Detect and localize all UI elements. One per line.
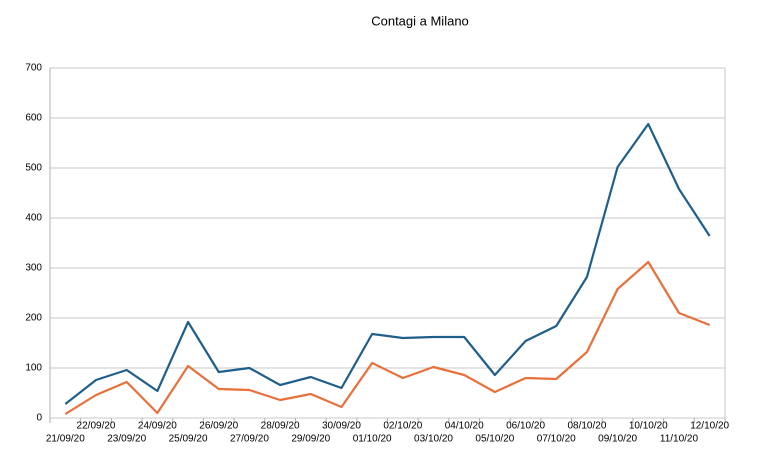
x-tick-label: 22/09/20 — [77, 421, 116, 432]
x-tick-label: 09/10/20 — [598, 434, 637, 445]
x-tick-label: 30/09/20 — [322, 421, 361, 432]
x-tick-label: 10/10/20 — [629, 421, 668, 432]
x-tick-label: 24/09/20 — [138, 421, 177, 432]
x-tick-label: 26/09/20 — [199, 421, 238, 432]
y-tick-label: 300 — [25, 263, 42, 274]
x-tick-label: 05/10/20 — [475, 434, 514, 445]
x-tick-label: 21/09/20 — [46, 434, 85, 445]
series-line — [64, 260, 711, 415]
x-tick-label: 23/09/20 — [107, 434, 146, 445]
y-tick-label: 700 — [25, 63, 42, 74]
x-tick-label: 06/10/20 — [506, 421, 545, 432]
x-tick-label: 11/10/20 — [660, 434, 699, 445]
x-tick-label: 01/10/20 — [353, 434, 392, 445]
x-tick-label: 25/09/20 — [169, 434, 208, 445]
x-tick-label: 03/10/20 — [414, 434, 453, 445]
y-tick-label: 100 — [25, 363, 42, 374]
y-tick-label: 0 — [36, 413, 42, 424]
y-tick-label: 400 — [25, 213, 42, 224]
x-tick-label: 04/10/20 — [445, 421, 484, 432]
x-tick-label: 12/10/20 — [690, 421, 729, 432]
x-tick-label: 02/10/20 — [383, 421, 422, 432]
x-tick-label: 08/10/20 — [567, 421, 606, 432]
x-tick-label: 28/09/20 — [261, 421, 300, 432]
y-tick-label: 500 — [25, 163, 42, 174]
chart-title: Contagi a Milano — [371, 13, 469, 28]
y-tick-label: 600 — [25, 113, 42, 124]
series-line — [64, 122, 711, 405]
x-tick-label: 27/09/20 — [230, 434, 269, 445]
x-tick-label: 29/09/20 — [291, 434, 330, 445]
x-tick-label: 07/10/20 — [537, 434, 576, 445]
y-tick-label: 200 — [25, 313, 42, 324]
